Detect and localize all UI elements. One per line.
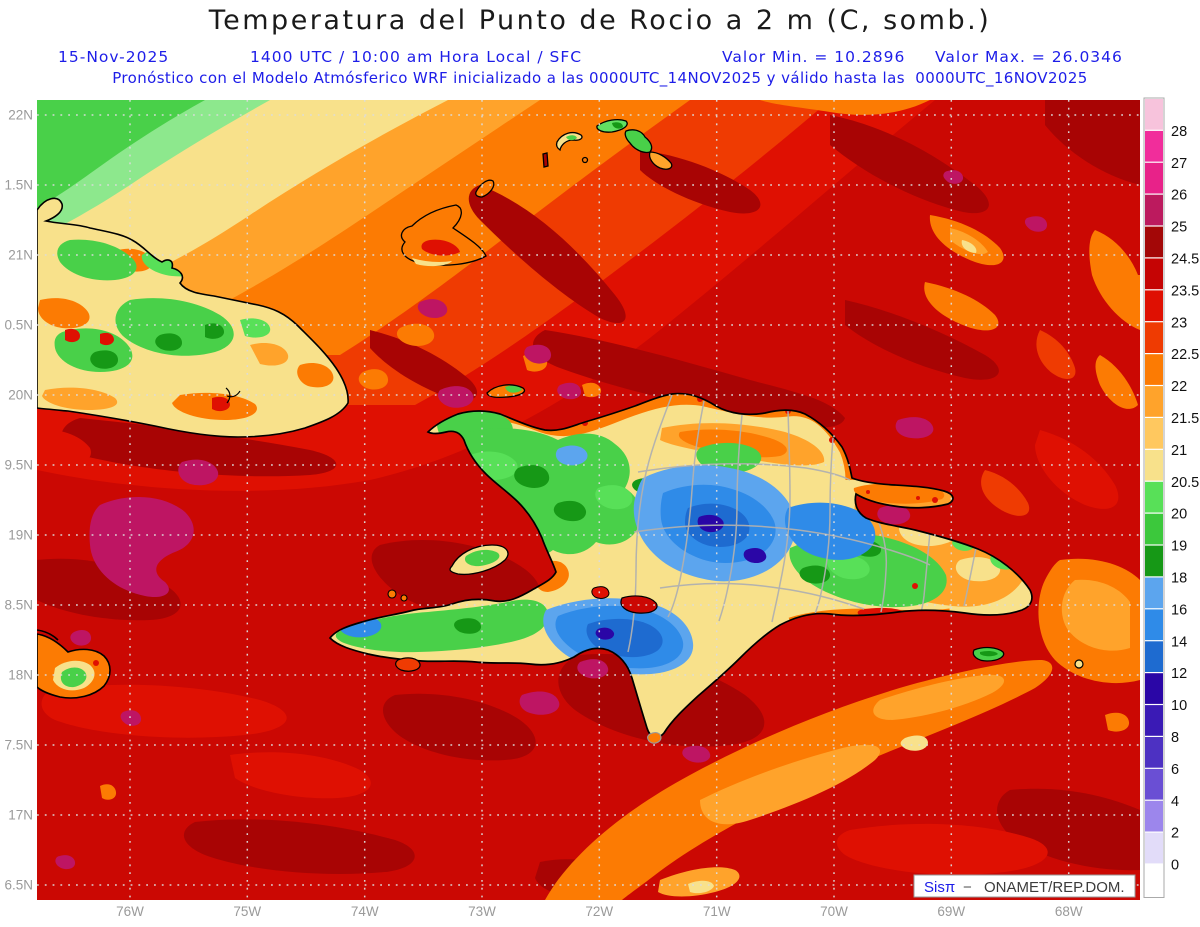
colorbar-segment [1145,737,1163,768]
colorbar-segment [1145,450,1163,481]
beata-island [648,733,661,744]
colorbar-segment [1145,259,1163,290]
colorbar-segment [1145,514,1163,545]
lon-axis-label: 69W [937,904,965,919]
colorbar-tick-label: 0 [1171,858,1179,874]
colorbar-segment [1145,418,1163,449]
colorbar-tick-label: 28 [1171,124,1187,140]
colorbar-segment [1145,801,1163,832]
colorbar-segment [1145,673,1163,704]
weather-map-page: { "header": { "title": "Temperatura del … [0,0,1200,927]
colorbar-tick-label: 16 [1171,602,1187,618]
lon-axis-label: 73W [468,904,496,919]
lon-axis-label: 72W [585,904,613,919]
colorbar-tick-label: 8 [1171,730,1179,746]
colorbar-tick-label: 20 [1171,507,1187,523]
colorbar-segment [1145,131,1163,162]
colorbar-segment [1145,705,1163,736]
lat-axis-label: 21N [8,248,33,263]
lat-axis-label: 17N [8,808,33,823]
lon-axis-label: 68W [1055,904,1083,919]
lon-axis-label: 74W [351,904,379,919]
attribution-separator: − [963,879,972,896]
colorbar-tick-label: 22 [1171,379,1187,395]
lon-axis-label: 71W [703,904,731,919]
colorbar-segment [1145,195,1163,226]
lat-axis-label: 1.5N [4,178,33,193]
colorbar-tick-label: 26 [1171,188,1187,204]
colorbar-segment [1145,578,1163,609]
lat-axis-label: 7.5N [4,738,33,753]
plana-cays-islet [543,153,548,167]
colorbar-tick-label: 4 [1171,794,1179,810]
colorbar-tick-label: 22.5 [1171,347,1199,363]
colorbar-tick-label: 21.5 [1171,411,1199,427]
forecast-map: Sisπ − ONAMET/REP.DOM. 2827262524.523.52… [0,0,1200,927]
colorbar-segment [1145,354,1163,385]
map-plot-area: Sisπ − ONAMET/REP.DOM. [37,100,1140,900]
lat-axis-label: 0.5N [4,318,33,333]
colorbar-tick-label: 18 [1171,571,1187,587]
colorbar-segment [1145,641,1163,672]
lat-axis-label: 19N [8,528,33,543]
ile-a-vache [396,658,420,671]
colorbar-segment [1145,386,1163,417]
small-cay [583,158,588,163]
lat-axis-label: 8.5N [4,598,33,613]
colorbar-segment [1145,322,1163,353]
colorbar-segment [1145,99,1163,130]
lon-axis-label: 70W [820,904,848,919]
lon-axis-label: 76W [116,904,144,919]
colorbar-tick-label: 25 [1171,220,1187,236]
colorbar-segment [1145,769,1163,800]
colorbar-tick-label: 27 [1171,156,1187,172]
colorbar-tick-label: 20.5 [1171,475,1199,491]
etang-saumatre [592,587,609,599]
attribution-box: Sisπ − ONAMET/REP.DOM. [914,875,1135,897]
colorbar: 2827262524.523.52322.52221.52120.5201918… [1144,98,1199,898]
colorbar-tick-label: 14 [1171,634,1187,650]
colorbar-segment [1145,482,1163,513]
lat-axis-label: 18N [8,668,33,683]
colorbar-tick-label: 6 [1171,762,1179,778]
lat-axis-label: 22N [8,108,33,123]
colorbar-tick-label: 24.5 [1171,252,1199,268]
lat-axis-label: 20N [8,388,33,403]
attribution-brand: Sisπ [924,879,955,896]
colorbar-segment [1145,546,1163,577]
colorbar-tick-label: 21 [1171,443,1187,459]
colorbar-segment [1145,227,1163,258]
colorbar-segment [1145,609,1163,640]
colorbar-segment [1145,833,1163,864]
colorbar-tick-label: 23.5 [1171,283,1199,299]
colorbar-tick-label: 10 [1171,698,1187,714]
catalina-islet [1075,660,1083,668]
colorbar-segment [1145,865,1163,896]
attribution-org: ONAMET/REP.DOM. [984,879,1125,896]
lon-axis-label: 75W [233,904,261,919]
colorbar-tick-label: 23 [1171,315,1187,331]
lat-axis-label: 9.5N [4,458,33,473]
lat-axis-label: 6.5N [4,878,33,893]
colorbar-tick-label: 2 [1171,826,1179,842]
colorbar-segment [1145,290,1163,321]
cayemites-islet [388,590,396,598]
colorbar-segment [1145,163,1163,194]
colorbar-tick-label: 19 [1171,539,1187,555]
colorbar-tick-label: 12 [1171,666,1187,682]
